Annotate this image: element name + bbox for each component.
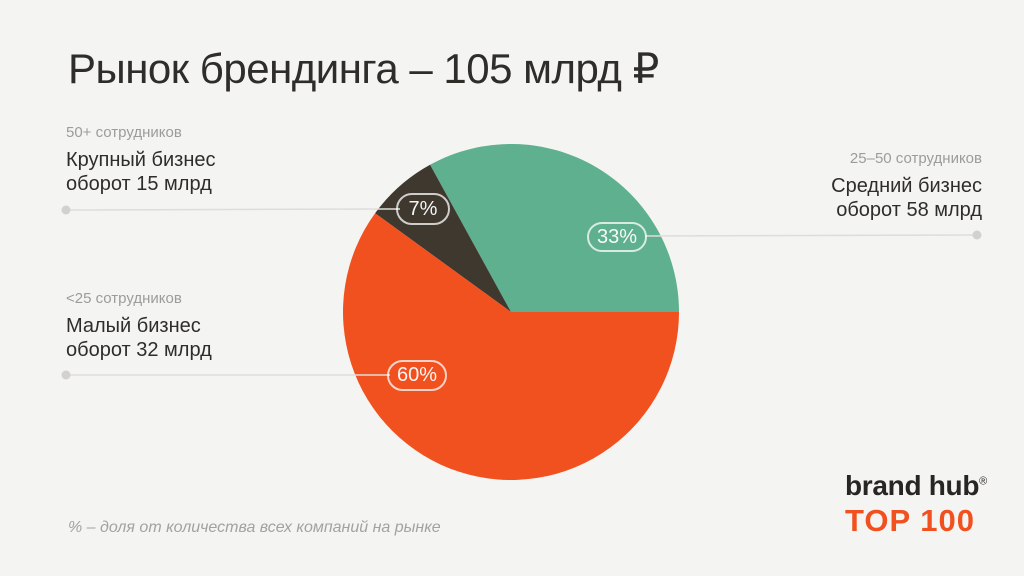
- employees-label: <25 сотрудников: [66, 290, 182, 307]
- segment-name-label: Средний бизнес: [831, 175, 982, 197]
- callout-small-business: <25 сотрудников Малый бизнес оборот 32 м…: [66, 290, 212, 362]
- connector-line: [644, 234, 978, 237]
- brand-hub-logo: brand hub® TOP 100: [845, 470, 987, 538]
- registered-mark: ®: [979, 475, 987, 488]
- employees-label: 25–50 сотрудников: [849, 150, 982, 167]
- top-100-label: TOP 100: [845, 503, 975, 538]
- pct-badge-medium-business: 33%: [587, 222, 647, 252]
- connector-line: [65, 208, 401, 211]
- segment-name-label: Крупный бизнес: [66, 149, 216, 171]
- segment-name-label: Малый бизнес: [66, 315, 201, 337]
- employees-label: 50+ сотрудников: [66, 124, 182, 141]
- connector-dot: [61, 205, 71, 215]
- segment-turnover-label: оборот 58 млрд: [836, 199, 982, 221]
- connector-dot: [972, 230, 982, 240]
- footnote: % – доля от количества всех компаний на …: [68, 519, 441, 536]
- segment-turnover-label: оборот 15 млрд: [66, 173, 212, 195]
- logo-brand-text: brand hub: [845, 470, 980, 501]
- pct-badge-large-business: 7%: [396, 193, 450, 225]
- pie-slice-33pct: [430, 144, 679, 312]
- page-title: Рынок брендинга – 105 млрд ₽: [68, 45, 659, 92]
- callout-large-business: 50+ сотрудников Крупный бизнес оборот 15…: [66, 124, 216, 196]
- segment-turnover-label: оборот 32 млрд: [66, 339, 212, 361]
- callout-medium-business: 25–50 сотрудников Средний бизнес оборот …: [831, 150, 982, 222]
- pct-badge-small-business: 60%: [387, 360, 447, 391]
- pie-slice-60pct: [343, 213, 679, 481]
- connector-dot: [61, 370, 71, 380]
